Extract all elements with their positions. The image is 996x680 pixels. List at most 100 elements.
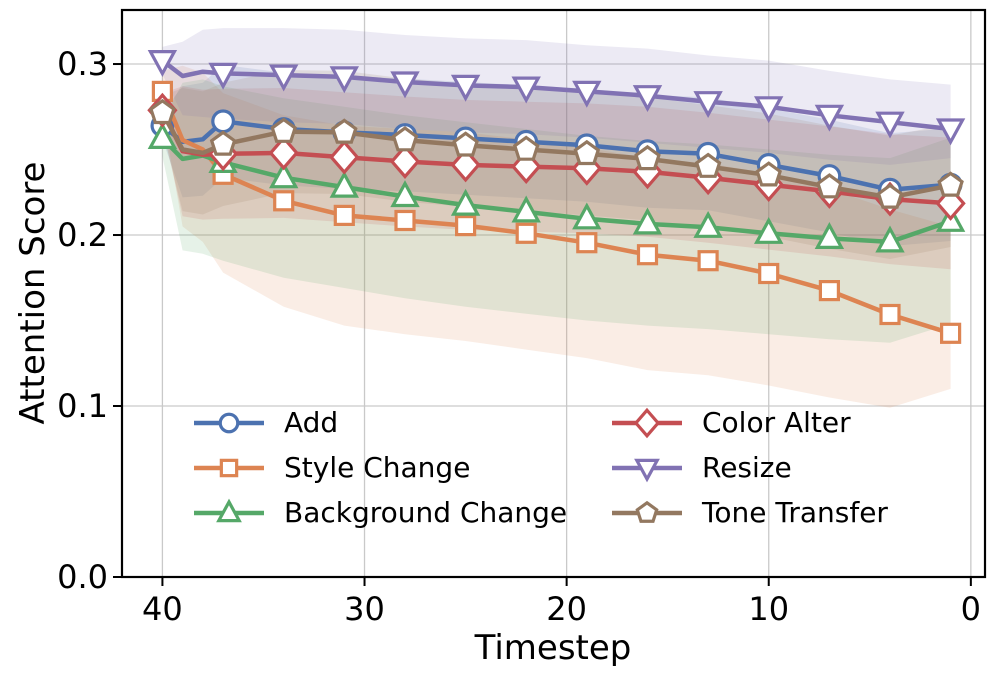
- pentagon-marker: [391, 126, 419, 152]
- x-tick-label: 20: [546, 590, 587, 628]
- triangle-down-marker: [208, 62, 238, 90]
- pentagon-marker: [634, 144, 661, 171]
- legend-label-color-alter: Color Alter: [702, 406, 851, 439]
- legend-item-color-alter: Color Alter: [608, 400, 888, 445]
- triangle-up-marker: [511, 195, 541, 223]
- legend-label-resize: Resize: [702, 451, 792, 484]
- square-marker: [697, 250, 719, 272]
- pentagon-marker: [331, 118, 358, 144]
- square-marker: [758, 262, 780, 285]
- triangle-down-marker: [511, 76, 541, 104]
- legend-item-background-change: Background Change: [190, 490, 567, 535]
- plot-frame: [120, 8, 987, 579]
- legend-label-style-change: Style Change: [284, 451, 471, 484]
- triangle-down-marker: [632, 85, 663, 113]
- triangle-down-marker: [754, 96, 784, 124]
- pentagon-marker: [876, 183, 904, 209]
- triangle-down-marker: [147, 49, 178, 77]
- triangle-down-marker: [693, 91, 723, 119]
- y-tick-label: 0.3: [57, 45, 108, 83]
- triangle-up-marker: [269, 161, 299, 189]
- band-add: [162, 64, 951, 247]
- line-add: [160, 119, 953, 192]
- line-style-change: [160, 89, 953, 336]
- y-tick-label: 0.0: [57, 558, 108, 596]
- diamond-marker: [329, 139, 360, 175]
- x-tick-label: 40: [142, 590, 183, 628]
- diamond-marker: [389, 144, 421, 179]
- legend-item-resize: Resize: [608, 445, 888, 490]
- legend-column-1: Add Style Change Background Change: [190, 400, 567, 535]
- diamond-marker: [268, 135, 299, 171]
- pentagon-marker: [694, 152, 722, 178]
- y-tick-label: 0.1: [57, 387, 108, 425]
- pentagon-marker: [635, 500, 659, 523]
- pentagon-marker: [209, 130, 237, 156]
- legend-item-add: Add: [190, 400, 567, 445]
- tick-marks: [113, 63, 972, 586]
- x-axis-label: Timestep: [474, 628, 632, 668]
- square-marker: [455, 215, 477, 237]
- pentagon-marker: [937, 171, 964, 197]
- square-marker: [818, 280, 841, 302]
- line-resize: [160, 58, 953, 132]
- square-marker: [576, 232, 598, 254]
- square-marker: [939, 322, 962, 344]
- legend-key-style-change: [194, 458, 264, 477]
- triangle-down-marker: [329, 66, 359, 94]
- triangle-up-marker: [814, 222, 845, 249]
- triangle-down-marker: [634, 458, 660, 482]
- y-axis-label: Attention Score: [13, 161, 53, 425]
- pentagon-marker: [149, 98, 176, 125]
- square-marker: [636, 244, 659, 266]
- triangle-up-marker: [693, 210, 723, 238]
- triangle-down-marker: [875, 111, 905, 139]
- circle-marker: [218, 412, 240, 433]
- triangle-up-marker: [390, 180, 420, 208]
- triangle-up-marker: [216, 498, 242, 522]
- square-marker: [879, 303, 901, 326]
- pentagon-marker: [755, 161, 782, 187]
- legend-item-style-change: Style Change: [190, 445, 567, 490]
- triangle-down-marker: [814, 104, 845, 132]
- triangle-up-marker: [147, 122, 178, 149]
- triangle-up-marker: [875, 225, 905, 253]
- legend-item-tone-transfer: Tone Transfer: [608, 490, 888, 535]
- tick-labels: 40 30 20 10 0 0.0 0.1 0.2 0.3: [57, 45, 981, 628]
- diamond-marker: [450, 147, 481, 183]
- pentagon-marker: [270, 117, 297, 143]
- circle-marker: [211, 109, 236, 134]
- pentagon-marker: [452, 131, 479, 157]
- triangle-up-marker: [329, 170, 359, 198]
- legend-key-background-change: [194, 498, 264, 522]
- triangle-down-marker: [572, 80, 602, 108]
- diamond-marker: [633, 407, 661, 438]
- triangle-down-marker: [390, 71, 420, 99]
- legend-key-resize: [612, 458, 682, 482]
- legend-label-add: Add: [284, 406, 339, 439]
- triangle-up-marker: [632, 207, 663, 235]
- x-tick-label: 0: [961, 590, 981, 628]
- series-resize: [147, 49, 966, 146]
- pentagon-marker: [816, 173, 843, 199]
- gridlines: [122, 10, 985, 578]
- series-style-change: [151, 80, 962, 344]
- legend-column-2: Color Alter Resize Tone Transfer: [608, 400, 888, 535]
- triangle-up-marker: [754, 216, 784, 244]
- legend-key-tone-transfer: [612, 500, 682, 523]
- square-marker: [273, 190, 295, 212]
- square-marker: [394, 209, 416, 232]
- triangle-down-marker: [935, 118, 966, 146]
- triangle-down-marker: [450, 74, 481, 102]
- triangle-up-marker: [450, 188, 481, 216]
- band-background-change: [162, 79, 951, 343]
- legend-key-add: [194, 412, 264, 433]
- triangle-down-marker: [269, 64, 299, 92]
- x-tick-label: 10: [748, 590, 789, 628]
- series-tone-transfer: [149, 98, 964, 209]
- square-marker: [219, 458, 239, 477]
- square-marker: [515, 222, 537, 244]
- square-marker: [333, 204, 355, 226]
